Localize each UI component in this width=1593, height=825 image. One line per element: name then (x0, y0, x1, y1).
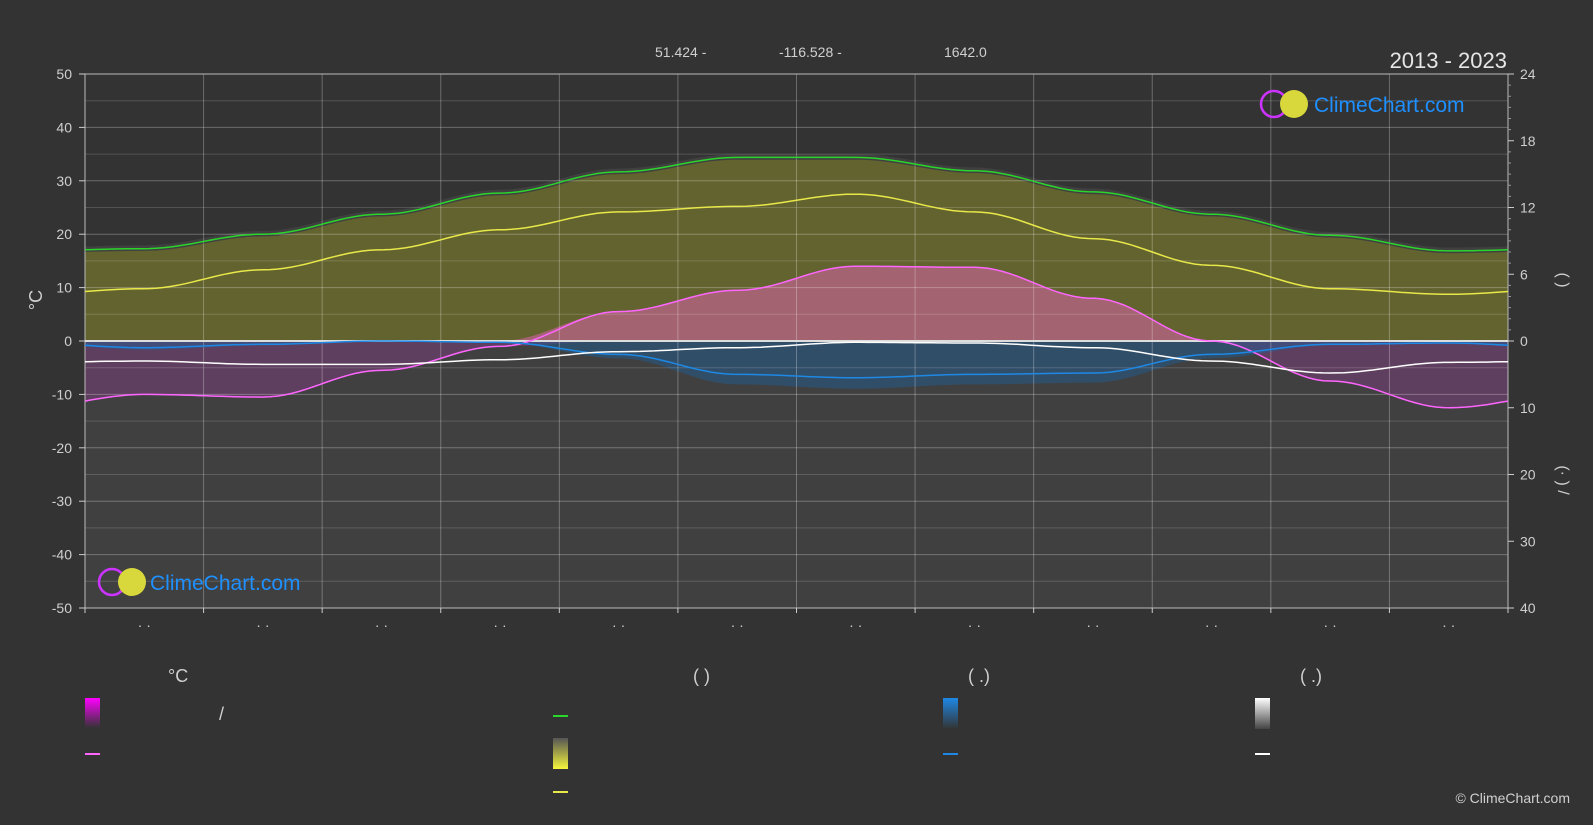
y2-lower-tick-label: 40 (1520, 600, 1536, 616)
copyright: © ClimeChart.com (1455, 790, 1570, 806)
longitude: -116.528 - (779, 44, 842, 60)
y2-lower-tick-label: 10 (1520, 400, 1536, 416)
y-tick-label: 30 (56, 173, 72, 189)
y2-lower-title: (· ) / (1554, 465, 1571, 495)
y-tick-label: -20 (52, 440, 72, 456)
y-tick-label: -40 (52, 547, 72, 563)
legend-col3-head: ( .) (968, 666, 990, 686)
rain-area (85, 341, 1508, 389)
latitude: 51.424 - (655, 44, 707, 60)
y2-upper-tick-label: 0 (1520, 333, 1528, 349)
sunshine-area (85, 159, 1508, 341)
period: 2013 - 2023 (1390, 48, 1507, 73)
x-tick-label: · · (1086, 617, 1099, 633)
y2-upper-tick-label: 6 (1520, 266, 1528, 282)
y-tick-label: -10 (52, 386, 72, 402)
legend: °C / ( ) ( .) ( .) (85, 666, 1322, 793)
y2-upper-tick-label: 12 (1520, 200, 1536, 216)
x-tick-label: · · (1442, 617, 1455, 633)
precipitation-area (85, 341, 1508, 608)
legend-rain-swatch (943, 698, 958, 729)
legend-col2-head: ( ) (693, 666, 710, 686)
y2-upper-title: ( ) (1554, 272, 1571, 287)
y-tick-label: 10 (56, 280, 72, 296)
temperature-mean-line (84, 265, 1509, 409)
x-tick-label: · · (849, 617, 862, 633)
logo-text: ClimeChart.com (150, 572, 301, 595)
x-tick-label: · · (493, 617, 506, 633)
plot-area: 50 40 30 20 10 0 -10 -20 -30 -40 -50 24 18 12 6 0 10 20 30… (52, 66, 1536, 633)
climechart-logo-top: ClimeChart.com (1259, 89, 1465, 119)
snow-line (84, 341, 1509, 374)
y-axis-title: °C (26, 290, 46, 310)
temperature-range-area-warm (85, 266, 1508, 341)
legend-snow-swatch (1255, 698, 1270, 729)
y-tick-label: -50 (52, 600, 72, 616)
legend-temp-range-swatch (85, 698, 100, 728)
legend-col1-head: °C (168, 666, 188, 686)
y-tick-label: 40 (56, 119, 72, 135)
y-tick-label: -30 (52, 493, 72, 509)
y2-lower-tick-label: 20 (1520, 467, 1536, 483)
x-tick-label: · · (612, 617, 625, 633)
y2-upper-tick-label: 18 (1520, 133, 1536, 149)
logo-text: ClimeChart.com (1314, 94, 1465, 117)
sunshine-line (84, 193, 1509, 296)
legend-col4-head: ( .) (1300, 666, 1322, 686)
logo-globe-icon (1280, 90, 1308, 118)
x-tick-label: · · (138, 617, 151, 633)
y2-upper-tick-label: 24 (1520, 66, 1536, 82)
climechart-logo-bottom: ClimeChart.com (97, 567, 301, 597)
logo-globe-icon (118, 568, 146, 596)
x-tick-label: · · (1205, 617, 1218, 633)
y-tick-label: 50 (56, 66, 72, 82)
y2-lower-tick-label: 30 (1520, 533, 1536, 549)
x-tick-label: · · (968, 617, 981, 633)
x-tick-label: · · (375, 617, 388, 633)
y-tick-label: 20 (56, 226, 72, 242)
daylight-line (84, 156, 1509, 252)
x-tick-label: · · (256, 617, 269, 633)
elevation: 1642.0 (944, 44, 987, 60)
legend-col1-slash: / (219, 704, 224, 724)
legend-sunshine-swatch (553, 738, 568, 769)
x-tick-label: · · (731, 617, 744, 633)
rain-line (84, 340, 1509, 379)
y-tick-label: 0 (64, 333, 72, 349)
x-tick-label: · · (1324, 617, 1337, 633)
